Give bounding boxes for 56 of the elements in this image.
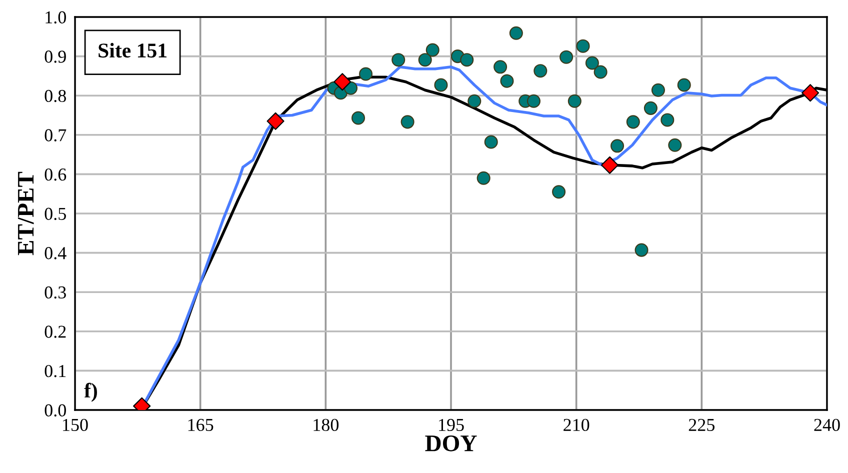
annotation: Site 151 xyxy=(98,42,166,58)
point xyxy=(266,112,284,130)
y-tick-label: 0.4 xyxy=(44,247,66,260)
point xyxy=(351,111,366,125)
point xyxy=(334,73,352,91)
point xyxy=(594,65,608,79)
y-tick-label: 0.5 xyxy=(44,208,66,220)
x-tick-label: 195 xyxy=(439,418,464,432)
y-tick-label: 0.9 xyxy=(44,50,66,63)
point xyxy=(476,171,490,185)
y-tick-label: 0.8 xyxy=(44,90,66,102)
point xyxy=(626,115,640,129)
point xyxy=(418,53,432,67)
point xyxy=(568,94,582,108)
point xyxy=(494,60,508,74)
y-tick-label: 1.0 xyxy=(46,11,66,24)
point xyxy=(468,94,482,108)
point xyxy=(552,185,566,199)
point xyxy=(677,78,691,92)
point xyxy=(660,113,674,127)
x-axis-title: DOY xyxy=(425,435,477,452)
x-tick-label: 165 xyxy=(188,418,214,432)
x-tick-label: 150 xyxy=(63,418,88,432)
point xyxy=(651,83,665,97)
point xyxy=(400,115,414,129)
x-tick-label: 240 xyxy=(814,418,840,432)
annotation: f) xyxy=(84,382,97,402)
point xyxy=(526,94,540,108)
x-tick-label: 210 xyxy=(564,418,590,432)
point xyxy=(610,139,624,153)
point xyxy=(484,135,498,149)
y-tick-label: 0.3 xyxy=(44,286,66,299)
point xyxy=(634,243,648,257)
point xyxy=(802,84,820,102)
y-tick-label: 0.1 xyxy=(44,364,66,378)
y-axis-title: ET/PET xyxy=(18,172,34,256)
point xyxy=(509,26,523,40)
point xyxy=(644,101,658,115)
y-tick-label: 0.7 xyxy=(44,129,66,142)
point xyxy=(392,53,406,67)
y-tick-label: 0.0 xyxy=(44,404,66,417)
point xyxy=(560,50,574,64)
point xyxy=(668,138,682,152)
point xyxy=(534,64,548,78)
point xyxy=(585,56,599,70)
point xyxy=(434,78,448,92)
point xyxy=(576,39,590,53)
x-tick-label: 225 xyxy=(688,418,715,432)
y-tick-label: 0.6 xyxy=(44,168,66,181)
point xyxy=(600,156,619,174)
x-tick-label: 180 xyxy=(314,418,339,432)
point xyxy=(359,67,373,81)
y-tick-label: 0.2 xyxy=(44,326,66,338)
point xyxy=(426,43,440,57)
point xyxy=(500,74,514,88)
point xyxy=(460,53,474,67)
